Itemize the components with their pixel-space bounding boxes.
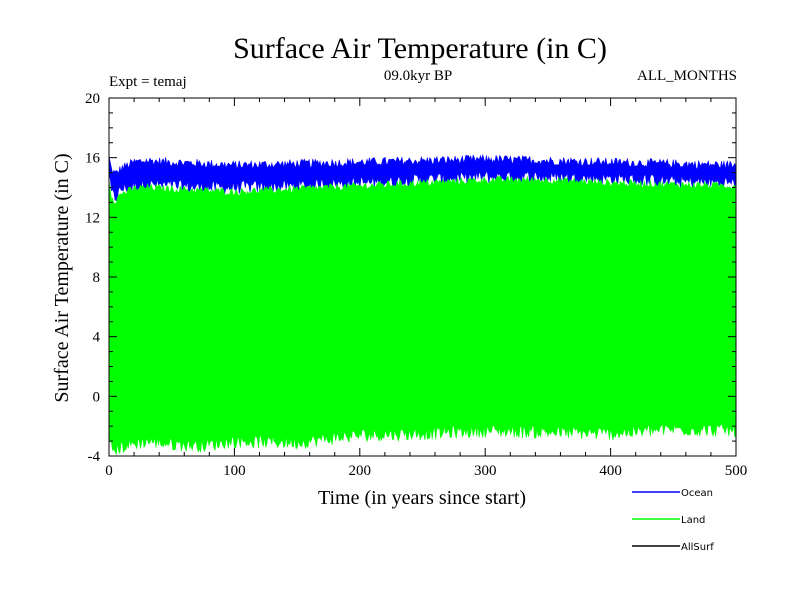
plot-area bbox=[108, 153, 737, 456]
legend: Ocean Land AllSurf bbox=[632, 488, 714, 553]
series-band-land bbox=[108, 175, 737, 456]
period-label: ALL_MONTHS bbox=[637, 68, 737, 84]
x-tick-label: 300 bbox=[474, 463, 497, 479]
y-tick-label: 20 bbox=[85, 91, 100, 107]
legend-label-allsurf: AllSurf bbox=[681, 542, 714, 553]
y-tick-label: 0 bbox=[93, 389, 101, 405]
y-axis-label: Surface Air Temperature (in C) bbox=[51, 153, 73, 402]
y-tick-label: -4 bbox=[88, 449, 101, 465]
y-tick-label: 16 bbox=[85, 151, 101, 167]
legend-label-ocean: Ocean bbox=[681, 488, 713, 499]
y-tick-label: 12 bbox=[85, 210, 100, 226]
experiment-label: Expt = temaj bbox=[109, 74, 187, 90]
x-axis-label: Time (in years since start) bbox=[318, 487, 526, 509]
x-tick-label: 200 bbox=[349, 463, 372, 479]
x-tick-label: 0 bbox=[105, 463, 113, 479]
x-tick-label: 400 bbox=[599, 463, 622, 479]
legend-label-land: Land bbox=[681, 515, 705, 526]
chart-subtitle: 09.0kyr BP bbox=[384, 68, 452, 84]
y-tick-label: 8 bbox=[93, 270, 101, 286]
x-tick-label: 500 bbox=[725, 463, 748, 479]
x-tick-label: 100 bbox=[223, 463, 246, 479]
chart-title: Surface Air Temperature (in C) bbox=[233, 32, 607, 65]
y-tick-label: 4 bbox=[93, 330, 101, 346]
